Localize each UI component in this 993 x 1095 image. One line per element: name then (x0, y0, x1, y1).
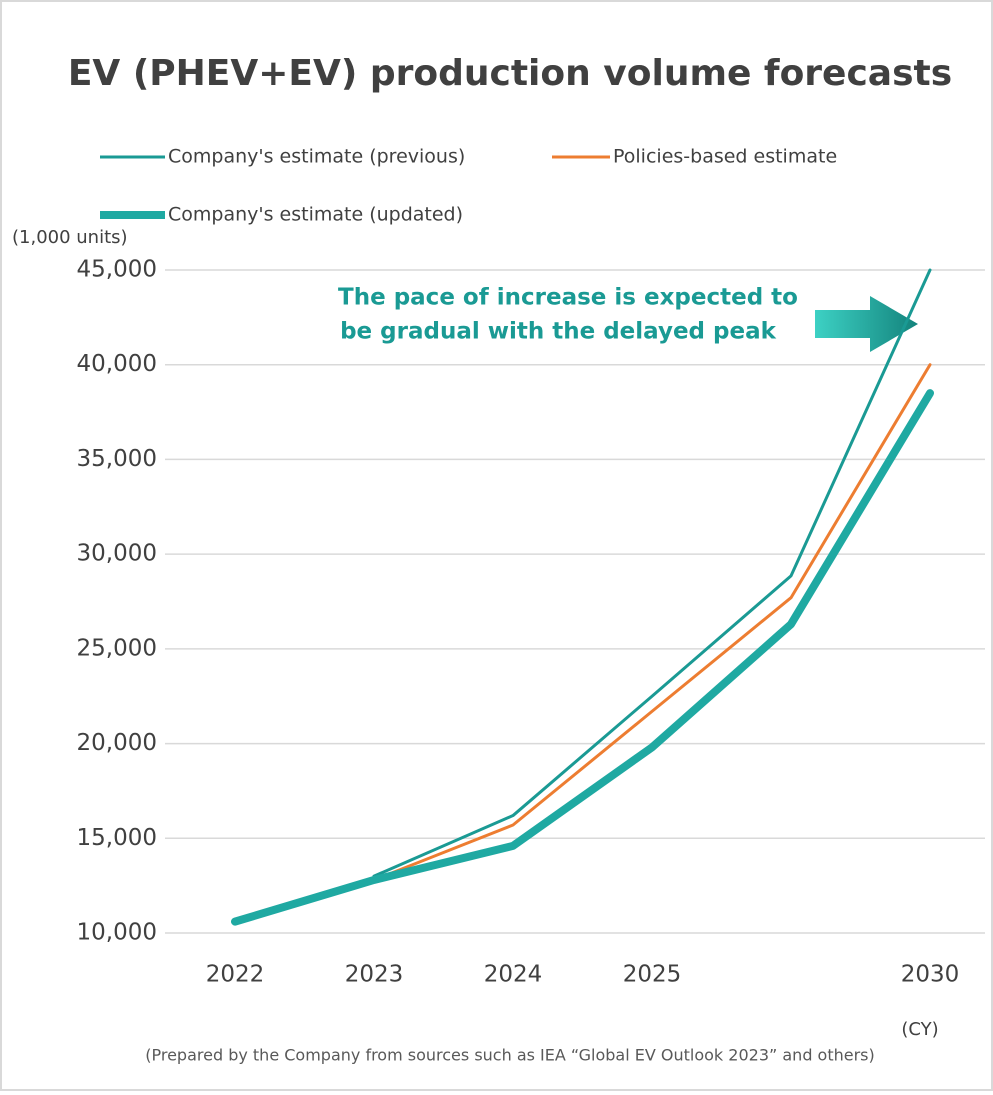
x-tick-label: 2022 (206, 962, 265, 988)
annotation: The pace of increase is expected to (338, 285, 798, 311)
x-tick-label: 2023 (345, 962, 404, 988)
legend-label: Company's estimate (updated) (168, 204, 463, 226)
footnote: (Prepared by the Company from sources su… (145, 1046, 875, 1065)
legend-label: Company's estimate (previous) (168, 146, 465, 168)
x-tick-label: 2030 (901, 962, 960, 988)
chart-title: EV (PHEV+EV) production volume forecasts (68, 53, 952, 94)
y-tick-label: 30,000 (77, 541, 157, 567)
series-line (231, 389, 934, 926)
x-tick-label: 2025 (623, 962, 682, 988)
y-tick-label: 35,000 (77, 446, 157, 472)
y-tick-label: 10,000 (77, 920, 157, 946)
x-unit-label: (CY) (901, 1019, 938, 1040)
series-line (372, 363, 932, 882)
series-line (372, 268, 932, 878)
y-tick-label: 45,000 (77, 257, 157, 283)
y-unit-label: (1,000 units) (12, 227, 128, 248)
annotation: be gradual with the delayed peak (340, 319, 777, 345)
y-tick-label: 40,000 (77, 351, 157, 377)
y-tick-label: 15,000 (77, 825, 157, 851)
y-tick-label: 20,000 (77, 730, 157, 756)
annotation-arrow (815, 296, 918, 352)
legend-label: Policies-based estimate (613, 146, 837, 168)
x-tick-label: 2024 (484, 962, 543, 988)
y-tick-label: 25,000 (77, 635, 157, 661)
